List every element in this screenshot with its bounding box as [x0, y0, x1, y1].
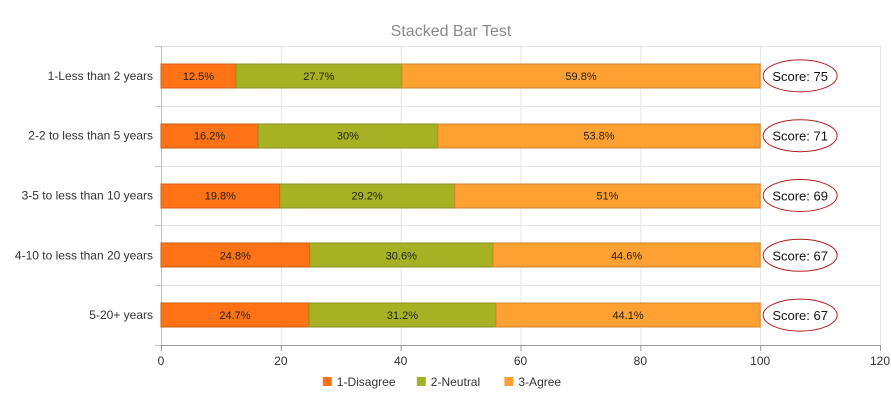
category-label: 2-2 to less than 5 years: [28, 129, 153, 143]
score-annotation-outline: [762, 298, 838, 332]
legend-swatch[interactable]: [416, 377, 426, 386]
category-label: 1-Less than 2 years: [48, 69, 153, 83]
bar-segment: [454, 183, 761, 209]
x-tick-label: 0: [158, 354, 165, 368]
bar-segment: [401, 63, 761, 89]
score-annotation-outline: [762, 238, 838, 272]
data-label: 53.8%: [583, 131, 614, 143]
legend-item[interactable]: 2-Neutral: [431, 375, 480, 389]
category-label: 3-5 to less than 10 years: [22, 189, 153, 203]
data-label: 27.7%: [303, 71, 334, 83]
legend-item[interactable]: 1-Disagree: [337, 375, 396, 389]
data-label: 24.8%: [220, 250, 251, 262]
chart-title: Stacked Bar Test: [391, 23, 512, 40]
data-label: 44.1%: [612, 310, 643, 322]
data-label: 16.2%: [194, 131, 225, 143]
category-label: 4-10 to less than 20 years: [15, 248, 153, 262]
data-label: 19.8%: [205, 191, 236, 203]
bar-segment: [160, 183, 281, 209]
category-label: 5-20+ years: [89, 308, 153, 322]
data-label: 29.2%: [352, 191, 383, 203]
legend-swatch[interactable]: [322, 377, 332, 386]
data-label: 44.6%: [611, 250, 642, 262]
legend-swatch[interactable]: [504, 377, 514, 386]
score-annotation-outline: [762, 179, 838, 212]
bar-segment: [492, 242, 761, 268]
x-tick-label: 100: [750, 354, 770, 368]
x-tick-label: 60: [514, 354, 528, 368]
score-annotation-outline: [762, 59, 838, 93]
bar-segment: [279, 183, 456, 209]
bar-segment: [308, 302, 497, 328]
bar-segment: [437, 123, 761, 149]
data-label: 30%: [337, 131, 359, 143]
data-label: 31.2%: [387, 310, 418, 322]
data-label: 24.7%: [219, 310, 250, 322]
score-annotation: Score: 67: [772, 248, 828, 263]
bar-segment: [309, 242, 494, 268]
score-annotation: Score: 67: [772, 308, 828, 323]
data-label: 30.6%: [386, 250, 417, 262]
score-annotation: Score: 75: [772, 69, 828, 84]
score-annotation: Score: 71: [772, 129, 828, 144]
x-tick-label: 80: [634, 354, 648, 368]
data-label: 51%: [596, 191, 618, 203]
score-annotation-outline: [762, 119, 838, 153]
x-tick-label: 40: [394, 354, 408, 368]
bar-segment: [160, 242, 311, 268]
score-annotation: Score: 69: [772, 189, 828, 204]
x-tick-label: 20: [274, 354, 288, 368]
x-tick-label: 120: [870, 354, 890, 368]
legend-item[interactable]: 3-Agree: [518, 375, 561, 389]
bar-segment: [495, 302, 761, 328]
bar-segment: [257, 123, 439, 149]
data-label: 12.5%: [183, 71, 214, 83]
data-label: 59.8%: [565, 71, 596, 83]
bar-segment: [160, 302, 310, 328]
